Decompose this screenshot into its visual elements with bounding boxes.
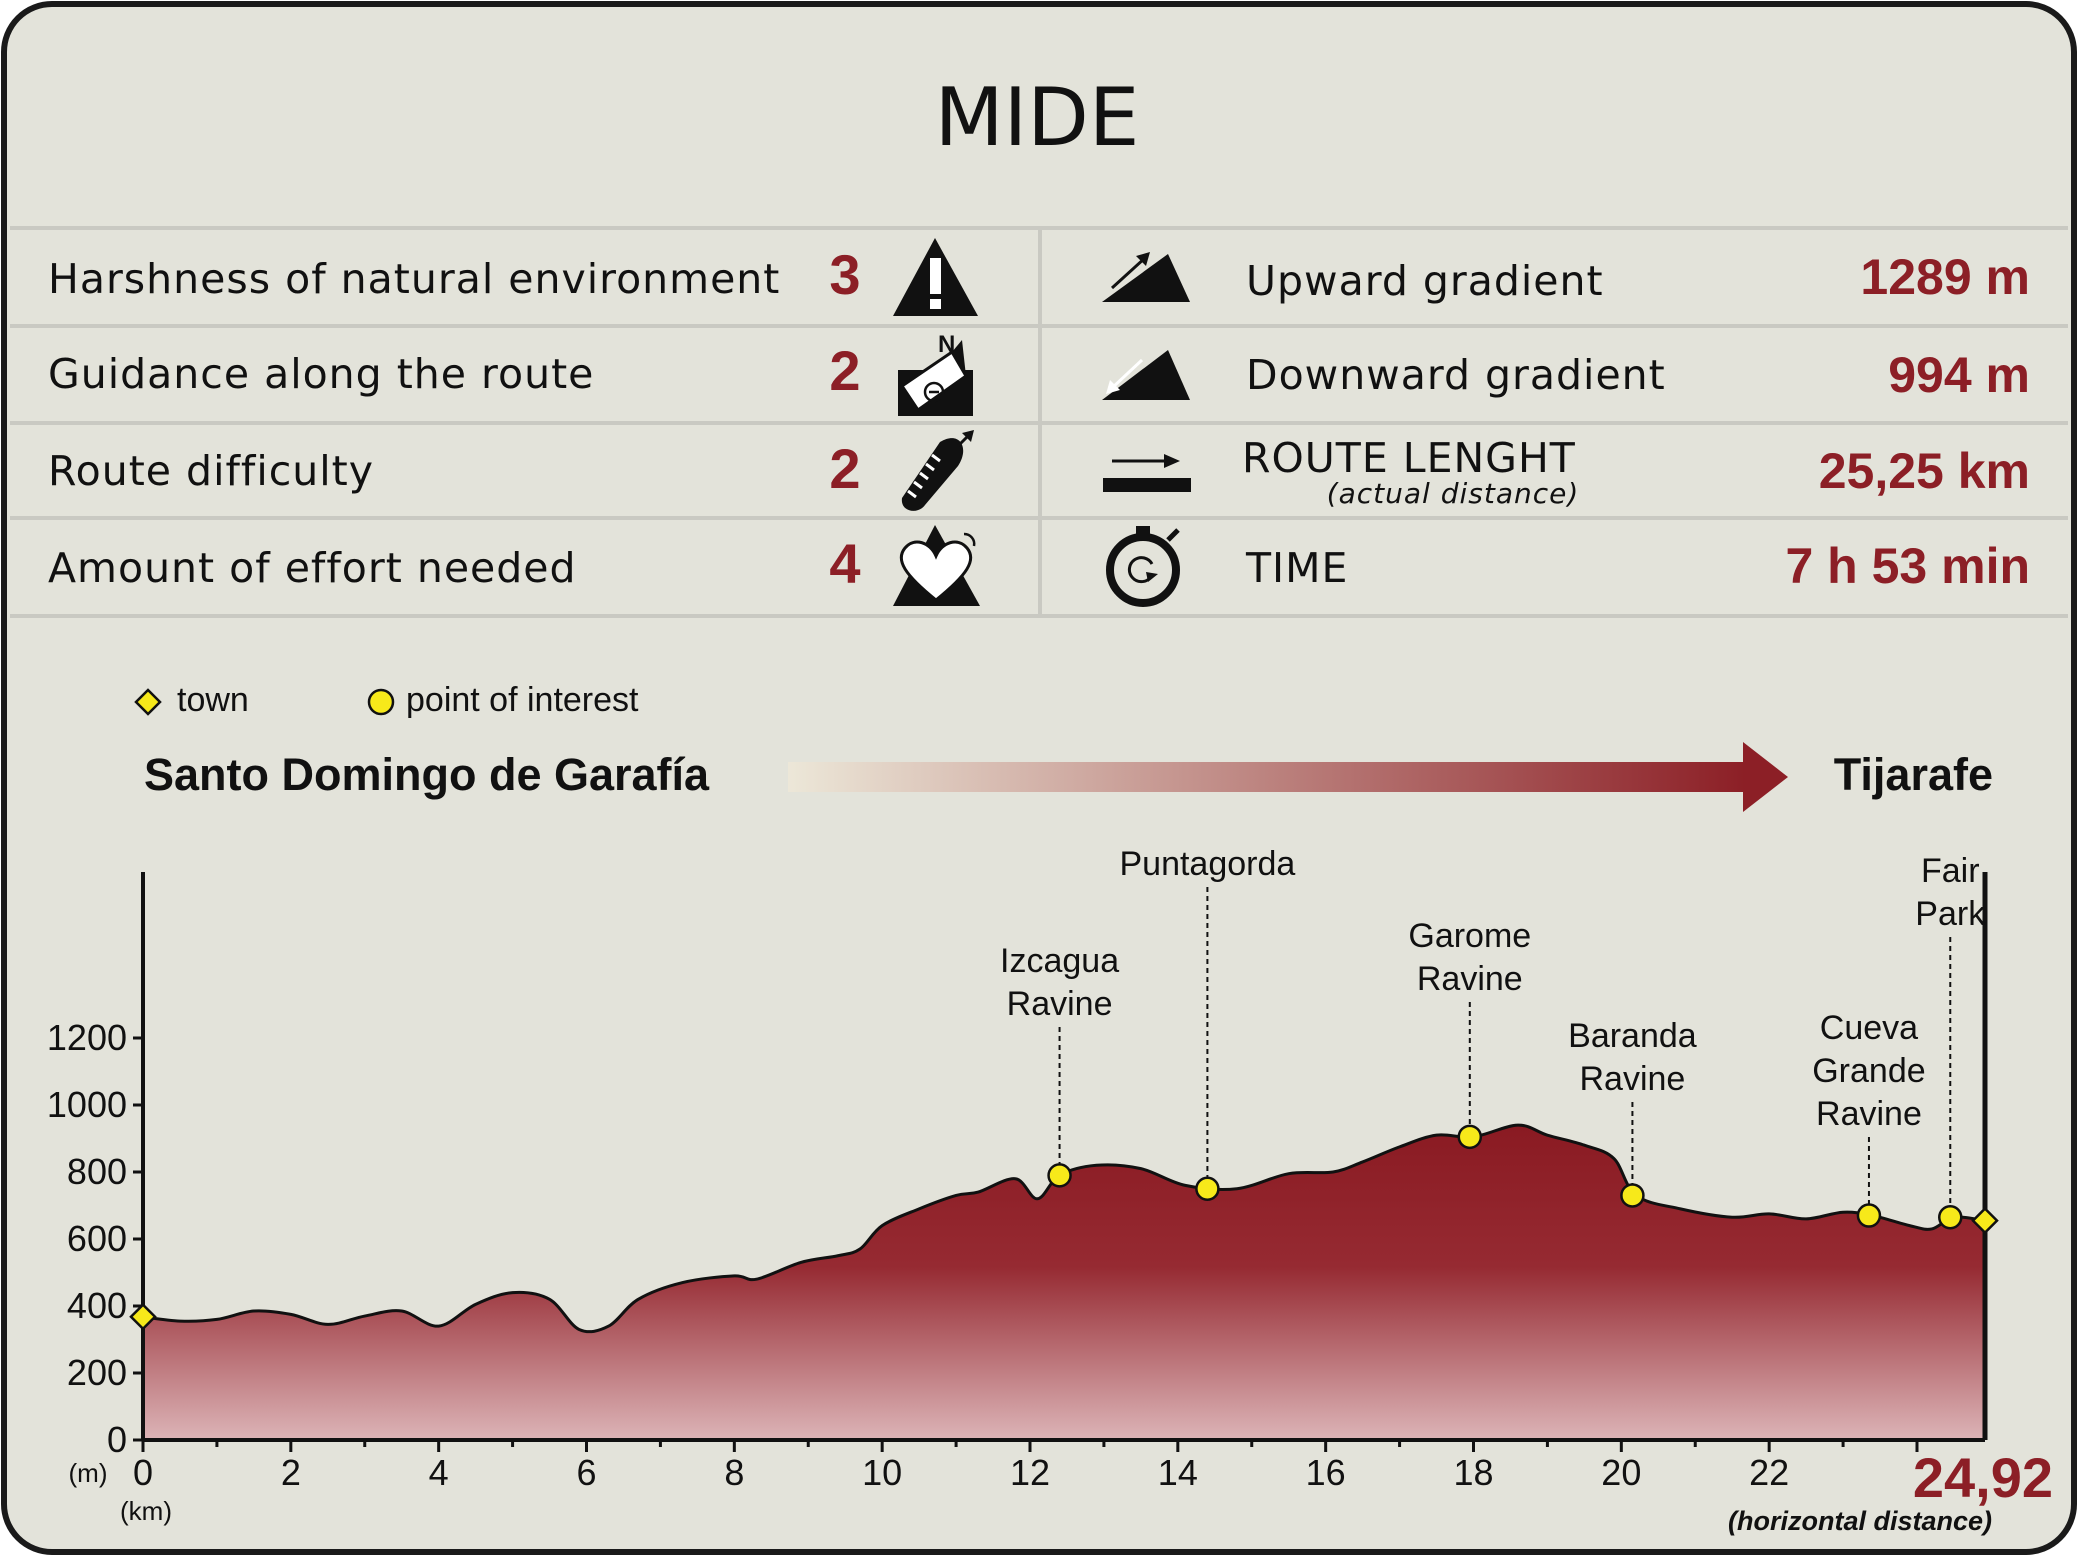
stopwatch-icon	[1106, 526, 1180, 607]
legend-poi-label: point of interest	[406, 681, 639, 719]
difficulty-label: Route difficulty	[48, 447, 374, 495]
poi-label: Park	[1915, 895, 1986, 933]
x-tick-label: 8	[724, 1452, 744, 1493]
mide-left-rows: Harshness of natural environment 3 Guida…	[48, 243, 861, 595]
x-tick-label: 6	[576, 1452, 596, 1493]
x-tick-label: 22	[1749, 1452, 1789, 1493]
x-tick-label: 0	[133, 1452, 153, 1493]
annotations: Izcagua Ravine Puntagorda Garome Ravine Baran…	[1000, 845, 1986, 1206]
elevation-area	[143, 1125, 1985, 1440]
route-length-value: 25,25 km	[1819, 443, 2030, 499]
poi-label: Garome	[1408, 917, 1531, 955]
y-tick-label: 0	[107, 1419, 127, 1460]
x-tick-label: 18	[1453, 1452, 1493, 1493]
elevation-profile-line	[142, 1123, 1986, 1334]
direction-arrow	[788, 742, 1788, 812]
x-tick-label: 20	[1601, 1452, 1641, 1493]
poi-label: Cueva	[1820, 1009, 1918, 1047]
y-axis-unit: (m)	[69, 1458, 108, 1488]
axes: 0 200 400 600 800 1000 1200 0 2 4 6 8 10 12 14 16 18 20 22	[47, 872, 1988, 1493]
harshness-value: 3	[829, 243, 860, 306]
x-tick-label: 4	[429, 1452, 449, 1493]
poi-label: Ravine	[1579, 1060, 1685, 1098]
end-distance-note: (horizontal distance)	[1728, 1506, 1992, 1536]
poi-marker	[1620, 1183, 1645, 1208]
footprint-icon	[901, 430, 974, 511]
poi-label: Puntagorda	[1119, 845, 1295, 883]
effort-value: 4	[829, 532, 860, 595]
legend-poi-marker	[367, 688, 395, 716]
poi-marker	[1938, 1204, 1963, 1230]
plot-area	[142, 1123, 1986, 1440]
x-axis-unit: (km)	[120, 1496, 172, 1526]
y-tick-label: 200	[67, 1352, 127, 1393]
warning-mountain-icon	[893, 238, 978, 316]
time-value: 7 h 53 min	[1785, 538, 2030, 594]
x-tick-label: 12	[1010, 1452, 1050, 1493]
time-label: TIME	[1245, 544, 1348, 592]
x-tick-label: 10	[862, 1452, 902, 1493]
end-distance-label: 24,92	[1913, 1446, 2053, 1509]
svg-text:N: N	[938, 331, 955, 358]
poi-label: Ravine	[1816, 1095, 1922, 1133]
y-tick-label: 600	[67, 1218, 127, 1259]
route-length-sublabel: (actual distance)	[1327, 477, 1580, 510]
poi-label: Ravine	[1007, 985, 1113, 1023]
y-tick-label: 800	[67, 1151, 127, 1192]
legend-town-marker	[134, 688, 162, 716]
difficulty-value: 2	[829, 437, 860, 500]
mide-table-grid	[10, 226, 2068, 618]
poi-label: Ravine	[1417, 960, 1523, 998]
poi-label: Fair	[1921, 852, 1980, 890]
x-tick-label: 2	[281, 1452, 301, 1493]
x-tick-label: 16	[1306, 1452, 1346, 1493]
x-tick-label: 14	[1158, 1452, 1198, 1493]
upward-gradient-value: 1289 m	[1860, 249, 2030, 305]
guidance-label: Guidance along the route	[48, 350, 594, 398]
downward-gradient-value: 994 m	[1888, 347, 2030, 403]
downward-gradient-label: Downward gradient	[1246, 351, 1666, 399]
y-tick-label: 1000	[47, 1084, 127, 1125]
poi-marker	[1195, 1176, 1220, 1201]
town-marker	[129, 1302, 157, 1331]
route-end-label: Tijarafe	[1834, 749, 1993, 800]
page-title: MIDE	[935, 71, 1140, 164]
upward-gradient-label: Upward gradient	[1246, 257, 1604, 305]
town-marker	[1971, 1206, 1999, 1235]
legend-town-label: town	[177, 681, 249, 719]
legend: town point of interest	[134, 681, 639, 719]
compass-north-icon: N	[898, 331, 973, 416]
y-tick-label: 400	[67, 1285, 127, 1326]
poi-label: Baranda	[1568, 1017, 1697, 1055]
y-tick-label: 1200	[47, 1017, 127, 1058]
route-length-arrow-icon	[1103, 454, 1191, 492]
poi-marker	[1856, 1203, 1882, 1228]
heart-mountain-icon	[893, 525, 980, 606]
poi-label: Izcagua	[1000, 942, 1119, 980]
effort-label: Amount of effort needed	[48, 544, 577, 592]
harshness-label: Harshness of natural environment	[48, 255, 780, 303]
poi-label: Grande	[1812, 1052, 1925, 1090]
guidance-value: 2	[829, 339, 860, 402]
route-start-label: Santo Domingo de Garafía	[144, 749, 710, 800]
poi-marker	[1047, 1163, 1072, 1188]
poi-marker	[1457, 1124, 1483, 1150]
upward-gradient-icon	[1102, 252, 1190, 302]
mide-right-rows: Upward gradient 1289 m Downward gradient…	[1242, 249, 2030, 594]
route-length-label: ROUTE LENGHT	[1242, 434, 1576, 482]
downward-gradient-icon	[1102, 350, 1190, 400]
markers	[129, 1124, 1999, 1331]
